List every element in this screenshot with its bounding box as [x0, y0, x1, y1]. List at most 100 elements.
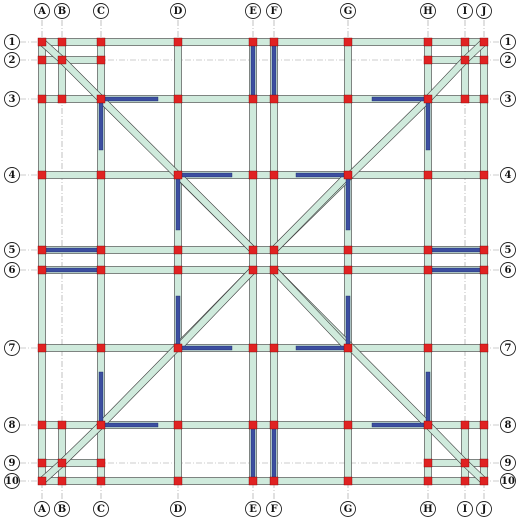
beam-col-J: [480, 41, 488, 482]
column-G3: [343, 94, 353, 104]
column-E8: [248, 420, 258, 430]
column-I1: [460, 37, 470, 47]
grid-row-right-8-label: 8: [505, 420, 512, 431]
beam: [41, 56, 102, 64]
column-J4: [479, 170, 489, 180]
grid-col-bottom-G-label: G: [344, 504, 353, 515]
beam-row-10: [41, 477, 485, 485]
shear-wall: [345, 295, 351, 347]
grid-row-left-5-bubble: [4, 242, 20, 258]
column-E3: [248, 94, 258, 104]
grid-row-right-4-bubble: [500, 167, 516, 183]
column-G4: [343, 170, 353, 180]
grid-col-bottom-F-bubble: [266, 501, 282, 517]
grid-row-right-7-bubble: [500, 340, 516, 356]
column-F7: [269, 343, 279, 353]
column-A4: [37, 170, 47, 180]
column-D1: [173, 37, 183, 47]
shear-wall: [101, 422, 159, 428]
shear-wall: [175, 295, 181, 347]
beam-row-1: [41, 38, 485, 46]
column-I3: [460, 94, 470, 104]
grid-row-left-4-label: 4: [9, 170, 16, 181]
column-A10: [37, 476, 47, 486]
grid-row-left-1-label: 1: [9, 37, 16, 48]
column-J3: [479, 94, 489, 104]
column-F4: [269, 170, 279, 180]
column-H9: [423, 458, 433, 468]
grid-row-right-10-label: 10: [501, 476, 515, 487]
beam: [427, 56, 485, 64]
column-H2: [423, 55, 433, 65]
column-D8: [173, 420, 183, 430]
grid-row-right-10-bubble: [500, 473, 516, 489]
column-F3: [269, 94, 279, 104]
column-G1: [343, 37, 353, 47]
column-A3: [37, 94, 47, 104]
grid-col-bottom-B-label: B: [58, 504, 66, 515]
column-B10: [57, 476, 67, 486]
column-D5: [173, 245, 183, 255]
shear-wall: [429, 267, 483, 273]
grid-row-right-1-bubble: [500, 34, 516, 50]
grid-col-top-J-label: J: [481, 6, 487, 17]
beam-row-4: [41, 171, 485, 179]
column-I10: [460, 476, 470, 486]
column-D10: [173, 476, 183, 486]
grid-col-top-H-bubble: [420, 3, 436, 19]
beam-col-A: [38, 41, 46, 482]
shear-wall: [371, 422, 429, 428]
grid-row-left-2-bubble: [4, 52, 20, 68]
grid-row-right-5-label: 5: [505, 245, 512, 256]
grid-col-bottom-C-bubble: [93, 501, 109, 517]
column-E7: [248, 343, 258, 353]
grid-col-top-I-label: I: [463, 6, 468, 17]
grid-col-top-G-label: G: [344, 6, 353, 17]
diagonal-beam: [271, 172, 351, 253]
column-C5: [96, 245, 106, 255]
column-H3: [423, 94, 433, 104]
column-E5: [248, 245, 258, 255]
column-A5: [37, 245, 47, 255]
column-J5: [479, 245, 489, 255]
grid-col-bottom-G-bubble: [340, 501, 356, 517]
column-B9: [57, 458, 67, 468]
column-C4: [96, 170, 106, 180]
column-C1: [96, 37, 106, 47]
grid-col-top-B-label: B: [58, 6, 66, 17]
beam-row-5: [41, 246, 485, 254]
column-J6: [479, 265, 489, 275]
grid-col-top-E-bubble: [245, 3, 261, 19]
column-F10: [269, 476, 279, 486]
grid-row-left-5-label: 5: [9, 245, 16, 256]
grid-row-left-9-bubble: [4, 455, 20, 471]
column-E4: [248, 170, 258, 180]
grid-col-top-D-label: D: [174, 6, 183, 17]
grid-col-bottom-J-bubble: [476, 501, 492, 517]
column-H6: [423, 265, 433, 275]
grid-row-left-10-bubble: [4, 473, 20, 489]
grid-col-bottom-A-bubble: [34, 501, 50, 517]
column-B1: [57, 37, 67, 47]
beam: [427, 459, 485, 467]
grid-row-right-2-label: 2: [505, 55, 512, 66]
grid-row-right-1-label: 1: [505, 37, 512, 48]
grid-row-left-3-label: 3: [9, 94, 16, 105]
grid-col-bottom-J-label: J: [481, 504, 487, 515]
grid-col-bottom-D-label: D: [174, 504, 183, 515]
shear-wall: [371, 96, 429, 102]
beam-col-E: [249, 41, 257, 482]
shear-wall: [101, 96, 159, 102]
grid-col-bottom-H-label: H: [423, 504, 432, 515]
column-H4: [423, 170, 433, 180]
column-C9: [96, 458, 106, 468]
shear-wall: [271, 43, 277, 97]
column-I8: [460, 420, 470, 430]
shear-wall: [295, 345, 349, 351]
grid-col-bottom-A-label: A: [37, 504, 46, 515]
grid-col-top-C-bubble: [93, 3, 109, 19]
column-H8: [423, 420, 433, 430]
grid-col-bottom-E-bubble: [245, 501, 261, 517]
column-J7: [479, 343, 489, 353]
